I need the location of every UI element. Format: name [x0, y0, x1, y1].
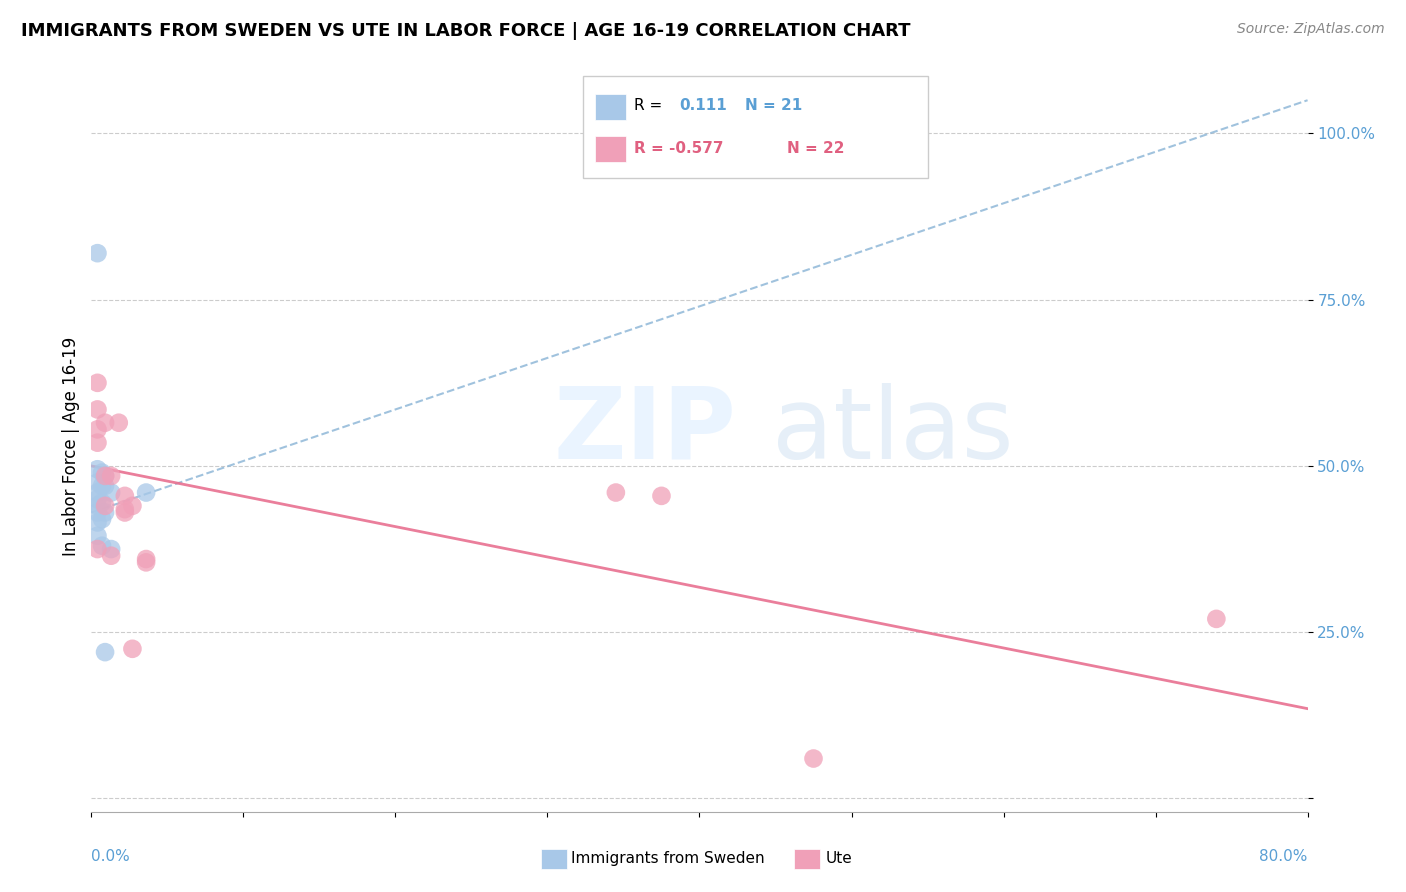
Point: [86, 422, 108, 436]
Point: [91, 539, 114, 553]
Point: [94, 479, 117, 493]
Point: [114, 502, 136, 516]
Point: [650, 489, 672, 503]
Text: N = 21: N = 21: [745, 98, 803, 112]
Point: [86, 376, 108, 390]
Point: [107, 416, 129, 430]
Point: [91, 479, 114, 493]
Point: [135, 485, 157, 500]
Text: 80.0%: 80.0%: [1260, 849, 1308, 863]
Point: [121, 641, 143, 656]
Point: [86, 506, 108, 520]
Point: [86, 475, 108, 490]
Text: R =: R =: [634, 98, 662, 112]
Point: [86, 516, 108, 530]
Text: Immigrants from Sweden: Immigrants from Sweden: [571, 851, 765, 865]
Text: N = 22: N = 22: [787, 142, 845, 156]
Text: atlas: atlas: [772, 383, 1014, 480]
Point: [100, 549, 122, 563]
Point: [803, 751, 825, 765]
Point: [86, 529, 108, 543]
Point: [94, 469, 117, 483]
Point: [91, 466, 114, 480]
Point: [91, 512, 114, 526]
Point: [94, 645, 117, 659]
Point: [114, 489, 136, 503]
Text: 0.0%: 0.0%: [91, 849, 131, 863]
Y-axis label: In Labor Force | Age 16-19: In Labor Force | Age 16-19: [62, 336, 80, 556]
Text: IMMIGRANTS FROM SWEDEN VS UTE IN LABOR FORCE | AGE 16-19 CORRELATION CHART: IMMIGRANTS FROM SWEDEN VS UTE IN LABOR F…: [21, 22, 911, 40]
Point: [121, 499, 143, 513]
Point: [86, 499, 108, 513]
Point: [94, 469, 117, 483]
Text: R = -0.577: R = -0.577: [634, 142, 724, 156]
Point: [1205, 612, 1227, 626]
Point: [100, 485, 122, 500]
Point: [114, 506, 136, 520]
Point: [135, 555, 157, 569]
Point: [100, 469, 122, 483]
Text: 0.111: 0.111: [679, 98, 727, 112]
Point: [86, 462, 108, 476]
Point: [86, 485, 108, 500]
Point: [86, 542, 108, 557]
Point: [94, 499, 117, 513]
Point: [86, 246, 108, 260]
Point: [94, 416, 117, 430]
Point: [91, 495, 114, 509]
Point: [94, 506, 117, 520]
Point: [100, 542, 122, 557]
Point: [86, 435, 108, 450]
Point: [135, 552, 157, 566]
Text: ZIP: ZIP: [554, 383, 737, 480]
Point: [605, 485, 627, 500]
Text: Ute: Ute: [825, 851, 852, 865]
Text: Source: ZipAtlas.com: Source: ZipAtlas.com: [1237, 22, 1385, 37]
Point: [86, 402, 108, 417]
Point: [86, 492, 108, 507]
